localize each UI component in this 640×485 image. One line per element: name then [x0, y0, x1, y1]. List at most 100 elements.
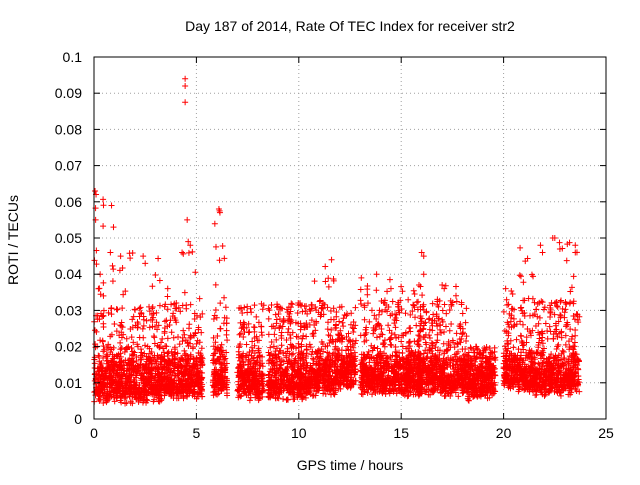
data-point — [328, 308, 334, 314]
data-point — [453, 284, 459, 290]
data-point — [155, 256, 161, 262]
data-point — [376, 312, 382, 318]
data-point — [129, 345, 135, 351]
data-point — [415, 342, 421, 348]
data-point — [260, 306, 266, 312]
data-point — [141, 323, 147, 329]
data-point — [124, 336, 130, 342]
data-point — [223, 304, 229, 310]
data-point — [325, 326, 331, 332]
data-point — [100, 321, 106, 327]
data-point — [188, 302, 194, 308]
chart-title: Day 187 of 2014, Rate Of TEC Index for r… — [185, 18, 515, 34]
data-point — [258, 329, 264, 335]
data-point — [353, 338, 359, 344]
data-point — [138, 304, 144, 310]
data-point — [165, 335, 171, 341]
data-point — [186, 250, 192, 256]
data-point — [157, 303, 163, 309]
data-point — [114, 307, 120, 313]
data-point — [510, 291, 516, 297]
data-point — [320, 390, 326, 396]
data-point — [183, 306, 189, 312]
data-point — [350, 329, 356, 335]
data-point — [412, 291, 418, 297]
data-point — [252, 302, 258, 308]
data-point — [300, 333, 306, 339]
data-point — [157, 278, 163, 284]
data-point — [259, 332, 265, 338]
data-point — [224, 337, 230, 343]
data-point — [415, 299, 421, 305]
data-point — [399, 288, 405, 294]
data-point — [189, 249, 195, 255]
data-point — [269, 302, 275, 308]
data-point — [326, 284, 332, 290]
data-point — [358, 301, 364, 307]
data-point — [381, 340, 387, 346]
data-point — [147, 324, 153, 330]
data-point — [406, 340, 412, 346]
data-point — [182, 290, 188, 296]
data-point — [100, 280, 106, 286]
data-point — [411, 288, 417, 294]
data-point — [339, 320, 345, 326]
data-point — [152, 272, 158, 278]
data-point — [180, 251, 186, 257]
data-point — [468, 344, 474, 350]
y-axis-label: ROTI / TECUs — [5, 195, 21, 285]
data-point — [221, 320, 227, 326]
data-point — [405, 297, 411, 303]
data-point — [312, 278, 318, 284]
data-point — [443, 311, 449, 317]
data-point — [212, 221, 218, 227]
data-point — [339, 347, 345, 353]
data-point — [217, 326, 223, 332]
data-point — [177, 308, 183, 314]
data-point — [144, 318, 150, 324]
data-point — [159, 336, 165, 342]
data-point — [419, 292, 425, 298]
data-point — [454, 299, 460, 305]
data-point — [253, 314, 259, 320]
data-point — [295, 310, 301, 316]
data-point — [266, 316, 272, 322]
data-point — [198, 330, 204, 336]
data-point — [197, 296, 203, 302]
data-point — [118, 323, 124, 329]
data-point — [279, 342, 285, 348]
data-point — [100, 202, 106, 208]
x-axis-label: GPS time / hours — [297, 457, 404, 473]
data-point — [217, 300, 223, 306]
data-point — [151, 334, 157, 340]
data-point — [462, 346, 468, 352]
data-point — [442, 301, 448, 307]
data-point — [322, 263, 328, 269]
data-points — [91, 76, 582, 407]
data-point — [447, 307, 453, 313]
data-point — [129, 316, 135, 322]
data-point — [213, 244, 219, 250]
data-point — [211, 316, 217, 322]
data-point — [110, 266, 116, 272]
data-point — [283, 397, 289, 403]
data-point — [100, 339, 106, 345]
data-point — [96, 285, 102, 291]
data-point — [142, 342, 148, 348]
data-point — [325, 275, 331, 281]
data-point — [192, 269, 198, 275]
data-point — [127, 250, 133, 256]
data-point — [504, 302, 510, 308]
data-point — [463, 320, 469, 326]
data-point — [340, 323, 346, 329]
data-point — [146, 304, 152, 310]
data-point — [266, 307, 272, 313]
data-point — [364, 283, 370, 289]
data-point — [447, 328, 453, 334]
data-point — [463, 305, 469, 311]
data-point — [163, 317, 169, 323]
data-point — [177, 341, 183, 347]
data-point — [213, 307, 219, 313]
data-point — [289, 301, 295, 307]
